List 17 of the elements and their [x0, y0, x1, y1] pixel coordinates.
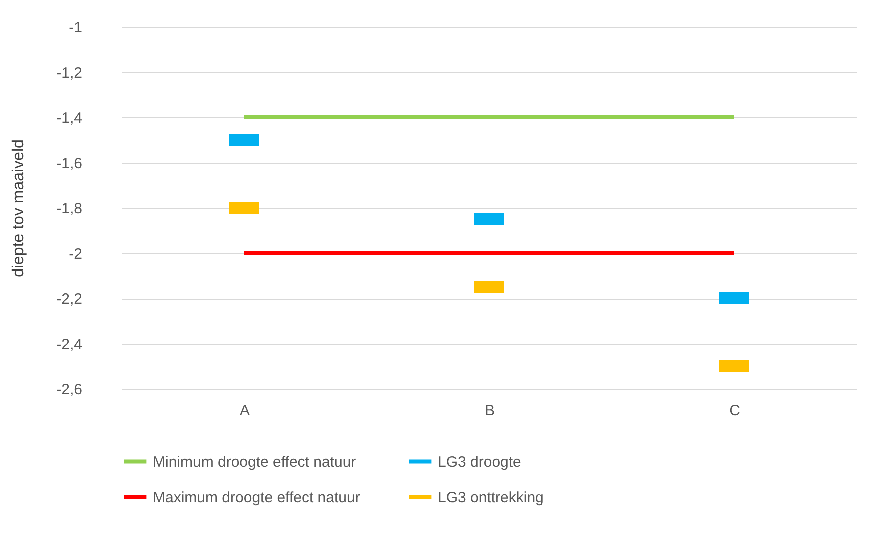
y-axis-title: diepte tov maaiveld [10, 140, 28, 278]
x-tick-label: B [484, 402, 496, 420]
y-tick-label: -2,2 [56, 291, 82, 308]
y-tick-label: -2,6 [56, 382, 82, 398]
y-tick-label: -1 [69, 20, 82, 36]
legend-label: Maximum droogte effect natuur [153, 490, 360, 506]
y-tick-label: -1,8 [56, 200, 82, 218]
y-tick-label: -1,4 [56, 110, 82, 127]
y-tick-label: -1,2 [56, 64, 82, 82]
legend-label: LG3 droogte [438, 454, 522, 471]
y-tick-label: -2,4 [56, 336, 82, 354]
x-tick-label: A [240, 402, 250, 420]
x-tick-label: C [730, 402, 741, 420]
legend-label: LG3 onttrekking [438, 490, 544, 506]
legend-label: Minimum droogte effect natuur [153, 454, 356, 471]
y-tick-label: -2 [69, 246, 82, 263]
y-tick-label: -1,6 [56, 155, 82, 172]
